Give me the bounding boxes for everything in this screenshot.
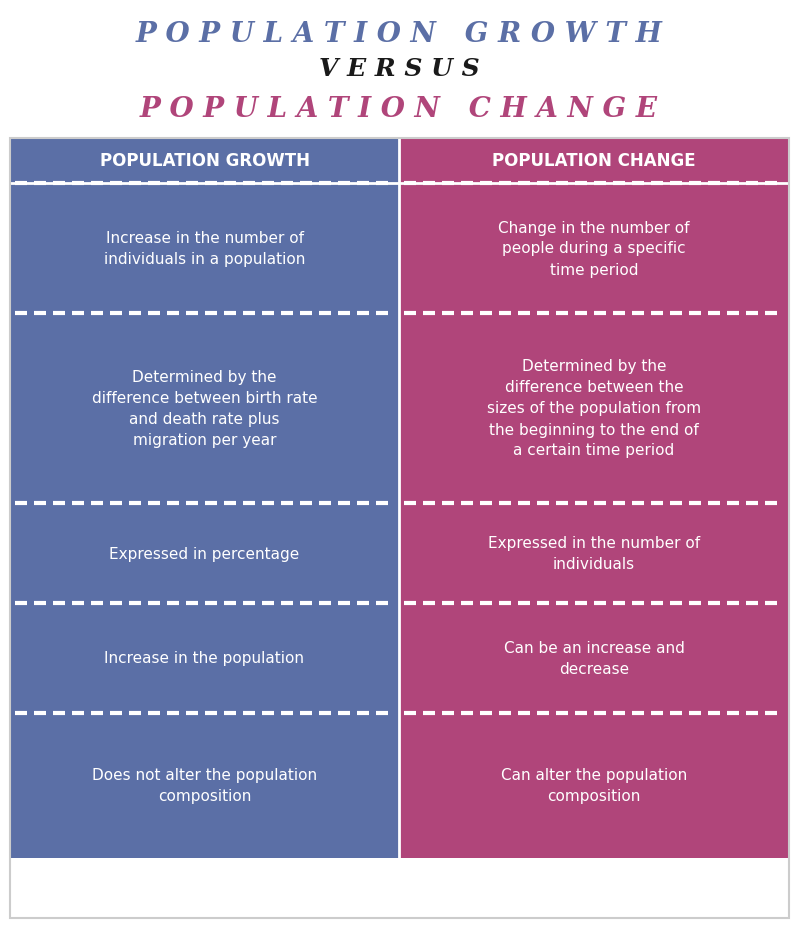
Text: V E R S U S: V E R S U S	[319, 57, 479, 81]
Text: Can alter the population
composition: Can alter the population composition	[501, 767, 687, 804]
FancyBboxPatch shape	[10, 139, 399, 184]
Text: Expressed in the number of
individuals: Expressed in the number of individuals	[488, 535, 700, 572]
Text: Can be an increase and
decrease: Can be an increase and decrease	[503, 640, 685, 677]
FancyBboxPatch shape	[10, 714, 399, 858]
FancyBboxPatch shape	[10, 603, 399, 714]
FancyBboxPatch shape	[399, 714, 789, 858]
FancyBboxPatch shape	[399, 184, 789, 314]
Text: POPULATION GROWTH: POPULATION GROWTH	[100, 152, 309, 171]
Text: Determined by the
difference between the
sizes of the population from
the beginn: Determined by the difference between the…	[487, 359, 701, 458]
Text: Change in the number of
people during a specific
time period: Change in the number of people during a …	[499, 220, 690, 277]
FancyBboxPatch shape	[399, 314, 789, 504]
Text: POPULATION CHANGE: POPULATION CHANGE	[492, 152, 696, 171]
Text: P O P U L A T I O N   C H A N G E: P O P U L A T I O N C H A N G E	[140, 96, 658, 122]
FancyBboxPatch shape	[399, 504, 789, 603]
FancyBboxPatch shape	[10, 504, 399, 603]
FancyBboxPatch shape	[10, 314, 399, 504]
FancyBboxPatch shape	[10, 184, 399, 314]
Text: Visit www.PEDIAA.com: Visit www.PEDIAA.com	[642, 894, 784, 907]
Text: Increase in the population: Increase in the population	[105, 651, 304, 665]
Text: Does not alter the population
composition: Does not alter the population compositio…	[92, 767, 317, 804]
FancyBboxPatch shape	[399, 139, 789, 184]
Text: Determined by the
difference between birth rate
and death rate plus
migration pe: Determined by the difference between bir…	[92, 369, 317, 447]
Text: Expressed in percentage: Expressed in percentage	[109, 546, 300, 561]
FancyBboxPatch shape	[399, 603, 789, 714]
Text: P O P U L A T I O N   G R O W T H: P O P U L A T I O N G R O W T H	[136, 20, 662, 47]
Text: Increase in the number of
individuals in a population: Increase in the number of individuals in…	[104, 231, 305, 266]
